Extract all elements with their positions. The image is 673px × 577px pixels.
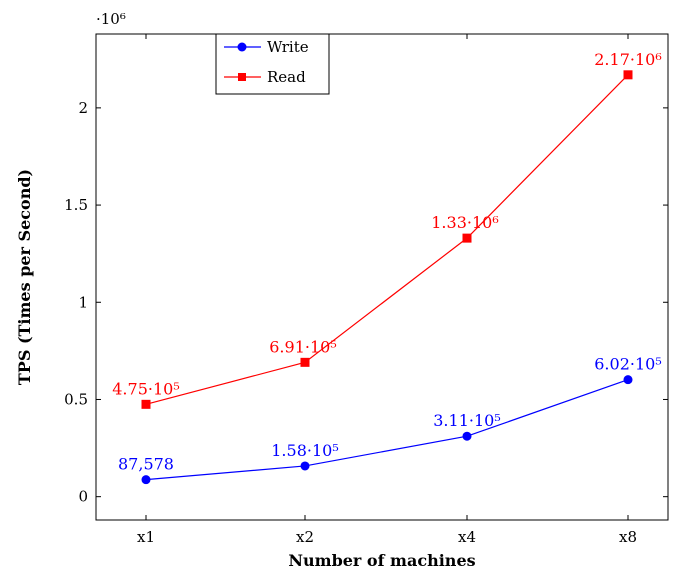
legend-read-label: Read [267,68,306,86]
data-label-write: 3.11·10⁵ [433,411,500,430]
x-tick-label: x2 [296,528,314,546]
data-point-read [141,399,151,409]
data-label-read: 6.91·10⁵ [269,337,336,356]
y-tick-label: 1.5 [64,196,88,214]
data-label-read: 2.17·10⁶ [594,50,661,69]
axis-ticks [96,34,668,520]
data-point-write [141,475,151,485]
data-labels: 87,578 1.58·10⁵ 3.11·10⁵ 6.02·10⁵ 4.75·10⁵ 6.… [112,50,661,474]
series-line-write [145,379,629,481]
data-point-write [300,461,310,471]
y-tick-label: 0.5 [64,390,88,408]
y-axis-title: TPS (Times per Second) [15,169,34,385]
legend: Write Read [215,33,330,95]
y-tick-label: 0 [78,488,88,506]
series-layer [141,70,633,485]
y-axis-multiplier: ·10⁶ [96,10,126,28]
data-label-write: 87,578 [118,455,174,474]
series-line-read [145,74,629,405]
y-tick-label: 1 [78,293,88,311]
data-label-write: 6.02·10⁵ [594,355,661,374]
data-point-read [462,233,472,243]
legend-write-marker [237,42,247,52]
data-label-read: 4.75·10⁵ [112,379,179,398]
data-label-read: 1.33·10⁶ [431,213,498,232]
x-tick-label: x8 [619,528,637,546]
data-point-write [462,431,472,441]
data-label-write: 1.58·10⁵ [271,441,338,460]
x-tick-label: x4 [458,528,476,546]
legend-read-marker [238,73,246,81]
legend-write-label: Write [267,38,309,56]
tick-labels: 0 0.5 1 1.5 2 x1 x2 x4 x8 [64,99,637,546]
y-tick-label: 2 [78,99,88,117]
x-tick-label: x1 [137,528,155,546]
data-point-read [300,357,310,367]
data-point-write [623,375,633,385]
plot-area [95,33,669,521]
data-point-read [623,70,633,80]
x-axis-title: Number of machines [288,551,475,570]
legend-box [215,33,330,95]
